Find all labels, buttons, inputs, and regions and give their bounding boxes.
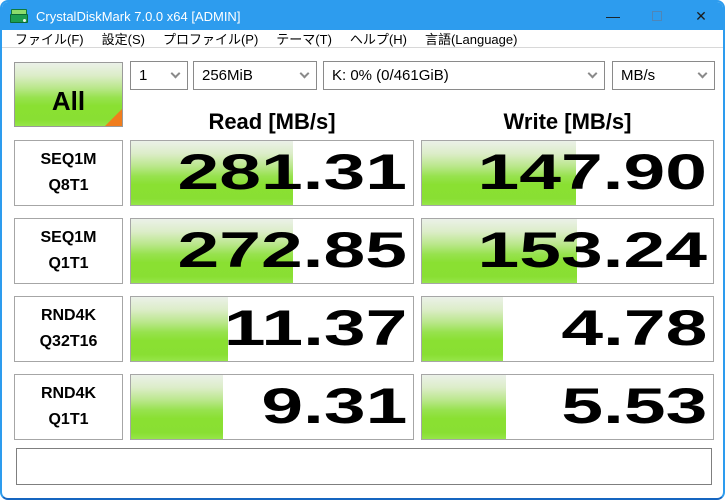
write-bar (422, 375, 507, 439)
chevron-down-icon (587, 68, 598, 79)
test-label-line2: Q8T1 (48, 177, 89, 194)
close-button[interactable]: ✕ (679, 2, 723, 30)
read-value: 272.85 (177, 222, 407, 278)
test-button-rnd4k-q32t16[interactable]: RND4K Q32T16 (14, 296, 123, 362)
window-controls: — ✕ (591, 2, 723, 30)
test-count-value: 1 (139, 67, 148, 84)
read-value: 11.37 (223, 300, 407, 356)
write-column-header: Write [MB/s] (503, 108, 632, 134)
maximize-button (635, 2, 679, 30)
menu-file[interactable]: ファイル(F) (15, 32, 84, 47)
maximize-icon (652, 11, 662, 21)
write-value: 5.53 (561, 378, 707, 434)
title-bar[interactable]: CrystalDiskMark 7.0.0 x64 [ADMIN] — ✕ (2, 2, 723, 30)
test-button-seq1m-q1t1[interactable]: SEQ1M Q1T1 (14, 218, 123, 284)
write-result-cell: 153.24 (421, 218, 714, 284)
write-bar (422, 219, 577, 283)
test-label-line1: SEQ1M (40, 229, 97, 247)
test-button-seq1m-q8t1[interactable]: SEQ1M Q8T1 (14, 140, 123, 206)
menu-settings[interactable]: 設定(S) (101, 32, 145, 47)
read-bar (131, 375, 224, 439)
unit-select[interactable]: MB/s (612, 61, 715, 90)
write-value: 153.24 (477, 222, 707, 278)
menu-help[interactable]: ヘルプ(H) (349, 32, 407, 47)
read-column-header: Read [MB/s] (208, 108, 336, 134)
menu-bar: ファイル(F) 設定(S) プロファイル(P) テーマ(T) ヘルプ(H) 言語… (2, 30, 723, 48)
write-bar (422, 297, 504, 361)
read-value: 281.31 (177, 144, 407, 200)
disk-drive-icon (10, 8, 29, 24)
target-drive-value: K: 0% (0/461GiB) (332, 67, 449, 84)
test-label-line1: RND4K (40, 307, 97, 325)
minimize-icon: — (606, 8, 620, 24)
test-count-select[interactable]: 1 (130, 61, 188, 90)
test-size-select[interactable]: 256MiB (193, 61, 317, 90)
comment-box[interactable] (16, 448, 712, 485)
read-result-cell: 281.31 (130, 140, 414, 206)
test-label-line1: SEQ1M (40, 151, 97, 169)
test-label-line2: Q1T1 (48, 411, 89, 428)
read-value: 9.31 (261, 378, 407, 434)
all-test-label: All (51, 86, 86, 116)
test-label-line2: Q32T16 (39, 333, 98, 350)
read-bar (131, 141, 294, 205)
read-result-cell: 272.85 (130, 218, 414, 284)
read-bar (131, 297, 228, 361)
chevron-down-icon (170, 68, 181, 79)
read-bar (131, 219, 293, 283)
test-label-line2: Q1T1 (48, 255, 89, 272)
minimize-button[interactable]: — (591, 2, 635, 30)
all-test-button[interactable]: All (14, 62, 123, 127)
write-value: 4.78 (561, 300, 707, 356)
close-icon: ✕ (695, 7, 707, 24)
read-result-cell: 9.31 (130, 374, 414, 440)
write-bar (422, 141, 576, 205)
unit-value: MB/s (621, 67, 656, 84)
write-value: 147.90 (477, 144, 707, 200)
chevron-down-icon (697, 68, 708, 79)
target-drive-select[interactable]: K: 0% (0/461GiB) (323, 61, 605, 90)
corner-triangle-icon (105, 109, 122, 126)
test-size-value: 256MiB (202, 67, 253, 84)
write-result-cell: 4.78 (421, 296, 714, 362)
test-button-rnd4k-q1t1[interactable]: RND4K Q1T1 (14, 374, 123, 440)
menu-theme[interactable]: テーマ(T) (276, 32, 332, 47)
window-title: CrystalDiskMark 7.0.0 x64 [ADMIN] (36, 8, 241, 24)
test-label-line1: RND4K (40, 385, 97, 403)
menu-profile[interactable]: プロファイル(P) (162, 32, 259, 47)
write-result-cell: 5.53 (421, 374, 714, 440)
read-result-cell: 11.37 (130, 296, 414, 362)
chevron-down-icon (299, 68, 310, 79)
menu-language[interactable]: 言語(Language) (424, 32, 518, 47)
write-result-cell: 147.90 (421, 140, 714, 206)
